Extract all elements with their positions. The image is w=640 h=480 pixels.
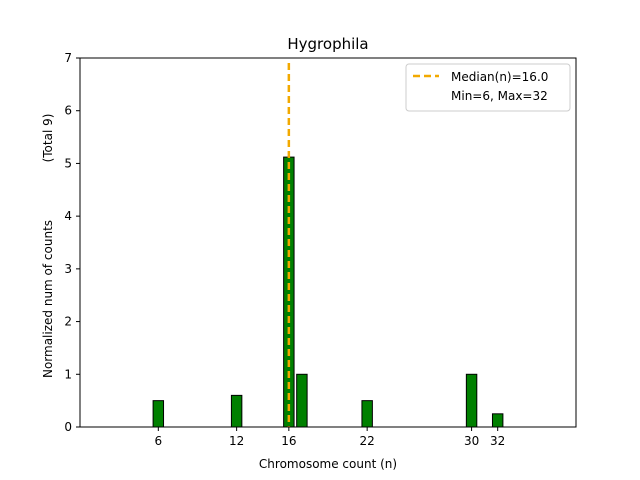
plot-frame bbox=[79, 57, 577, 428]
y-tick-label-6: 6 bbox=[64, 104, 72, 118]
y-tick-label-2: 2 bbox=[64, 315, 72, 329]
bar-17 bbox=[296, 373, 308, 428]
chart-title: Hygrophila bbox=[287, 35, 368, 53]
y-axis-total-note: (Total 9) bbox=[41, 114, 55, 163]
y-tick-label-1: 1 bbox=[64, 367, 72, 381]
legend-box bbox=[405, 63, 571, 112]
y-tick-label-7: 7 bbox=[64, 51, 72, 65]
x-tick-label-12: 12 bbox=[229, 434, 244, 448]
bar-32 bbox=[491, 413, 504, 428]
y-tick-label-4: 4 bbox=[64, 209, 72, 223]
y-axis-ticks: 0 1 2 3 4 5 6 7 bbox=[64, 51, 80, 434]
y-tick-label-0: 0 bbox=[64, 420, 72, 434]
x-tick-label-30: 30 bbox=[464, 434, 479, 448]
y-tick-label-3: 3 bbox=[64, 262, 72, 276]
bar-30 bbox=[465, 373, 478, 428]
bar-12 bbox=[230, 394, 243, 428]
legend-entry-median: Median(n)=16.0 bbox=[451, 70, 548, 84]
legend-entry-min-max: Min=6, Max=32 bbox=[451, 89, 548, 103]
legend: Median(n)=16.0 Min=6, Max=32 bbox=[405, 63, 571, 112]
y-tick-label-5: 5 bbox=[64, 156, 72, 170]
x-axis-ticks: 6 12 16 22 30 32 bbox=[154, 427, 505, 448]
x-tick-label-6: 6 bbox=[154, 434, 162, 448]
bar-6 bbox=[152, 400, 165, 428]
x-tick-label-22: 22 bbox=[360, 434, 375, 448]
y-axis-label: Normalized num of counts bbox=[41, 220, 55, 378]
x-tick-label-16: 16 bbox=[281, 434, 296, 448]
x-tick-label-32: 32 bbox=[490, 434, 505, 448]
x-axis-label: Chromosome count (n) bbox=[259, 457, 397, 471]
bar-22 bbox=[361, 400, 373, 428]
